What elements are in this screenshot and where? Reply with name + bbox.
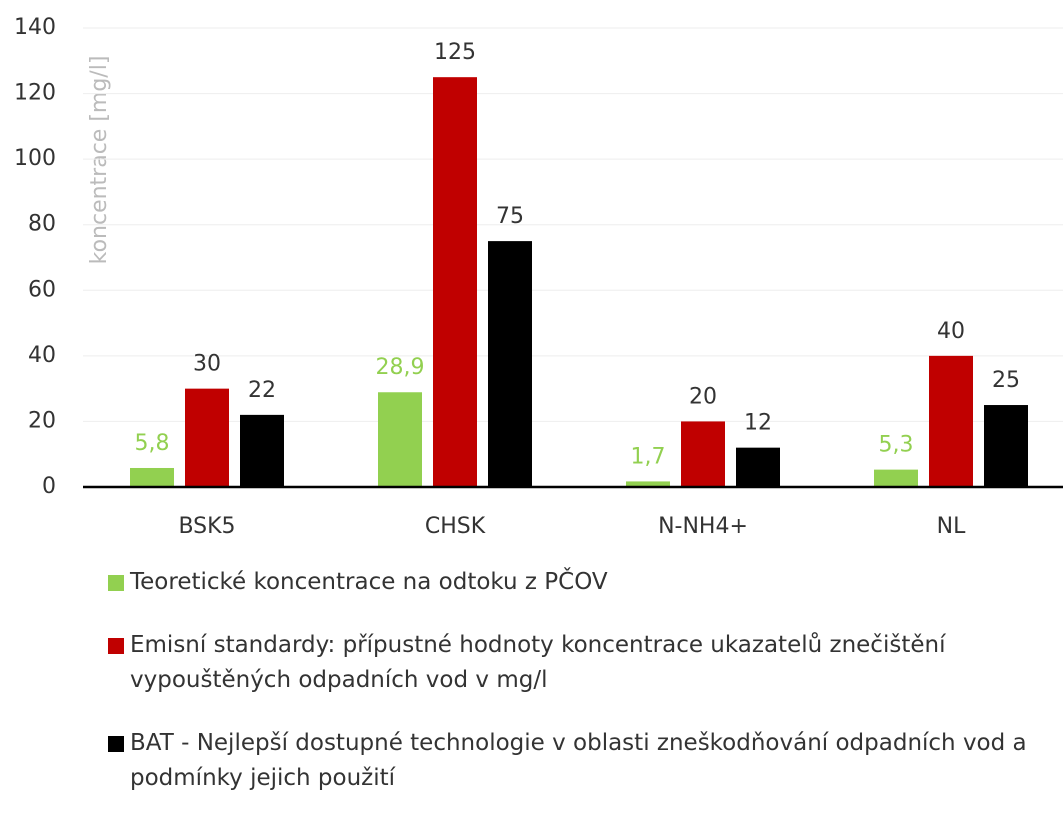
y-tick-label: 100 [14, 146, 56, 171]
y-tick-label: 60 [28, 277, 56, 302]
bar [130, 467, 174, 487]
y-tick-label: 80 [28, 212, 56, 237]
legend-item: Teoretické koncentrace na odtoku z PČOV [108, 565, 1038, 600]
y-tick-label: 120 [14, 81, 56, 106]
data-label: 1,7 [631, 444, 666, 469]
bar [626, 481, 670, 487]
legend-swatch [108, 575, 124, 591]
x-tick-label: N-NH4+ [658, 514, 748, 539]
legend-item: BAT - Nejlepší dostupné technologie v ob… [108, 726, 1038, 796]
bar [984, 405, 1028, 487]
legend-label: Teoretické koncentrace na odtoku z PČOV [130, 569, 608, 595]
grid [83, 27, 1063, 488]
data-label: 75 [496, 204, 524, 229]
bar [488, 241, 532, 487]
x-tick-label: BSK5 [178, 514, 235, 539]
legend-swatch [108, 736, 124, 752]
data-label: 28,9 [376, 355, 425, 380]
y-tick-label: 140 [14, 15, 56, 40]
legend-swatch [108, 638, 124, 654]
y-tick-label: 0 [42, 474, 56, 499]
y-tick-label: 40 [28, 343, 56, 368]
bar [681, 421, 725, 487]
bar [185, 388, 229, 487]
x-tick-label: CHSK [425, 514, 486, 539]
legend-label: Emisní standardy: přípustné hodnoty konc… [130, 632, 946, 693]
data-label: 22 [248, 378, 276, 403]
data-label: 20 [689, 384, 717, 409]
bar [433, 77, 477, 487]
bar [874, 469, 918, 487]
x-tick-label: NL [937, 514, 966, 539]
bar [929, 355, 973, 487]
data-label: 5,8 [135, 431, 170, 456]
y-tick-label: 20 [28, 408, 56, 433]
data-label: 125 [434, 40, 476, 65]
data-label: 40 [937, 319, 965, 344]
chart: koncentrace [mg/l] 0 20 40 60 80 100 120 140 BSK… [14, 15, 1063, 539]
y-axis-label: koncentrace [mg/l] [87, 56, 112, 265]
data-label: 5,3 [879, 433, 914, 458]
legend: Teoretické koncentrace na odtoku z PČOV E… [108, 565, 1038, 822]
data-label: 12 [744, 411, 772, 436]
bar [240, 414, 284, 487]
data-label: 30 [193, 352, 221, 377]
data-label: 25 [992, 368, 1020, 393]
bar [736, 447, 780, 487]
legend-item: Emisní standardy: přípustné hodnoty konc… [108, 628, 1038, 698]
legend-label: BAT - Nejlepší dostupné technologie v ob… [130, 730, 1027, 791]
bar [378, 392, 422, 487]
